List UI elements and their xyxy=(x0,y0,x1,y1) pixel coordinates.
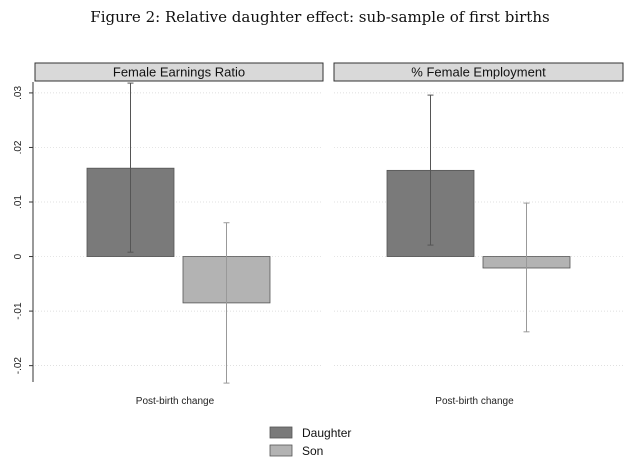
y-tick-label: .01 xyxy=(13,195,24,209)
panel-header xyxy=(333,62,624,82)
y-tick-label: -.01 xyxy=(13,302,24,320)
x-category-label: Post-birth change xyxy=(435,396,514,407)
legend-label-daughter: Daughter xyxy=(302,426,351,440)
panel-title: % Female Employment xyxy=(411,65,546,80)
y-tick-label: -.02 xyxy=(13,357,24,375)
figure-caption: Figure 2: Relative daughter effect: sub-… xyxy=(90,8,550,26)
legend-label-son: Son xyxy=(302,444,323,458)
x-category-label: Post-birth change xyxy=(136,396,215,407)
legend-swatch-son xyxy=(269,444,293,457)
legend-swatch-daughter xyxy=(269,426,293,439)
panel-title: Female Earnings Ratio xyxy=(113,65,245,80)
y-tick-label: .02 xyxy=(13,140,24,154)
y-tick-label: .03 xyxy=(13,86,24,100)
panel-header xyxy=(34,62,324,82)
y-tick-label: 0 xyxy=(13,253,24,259)
